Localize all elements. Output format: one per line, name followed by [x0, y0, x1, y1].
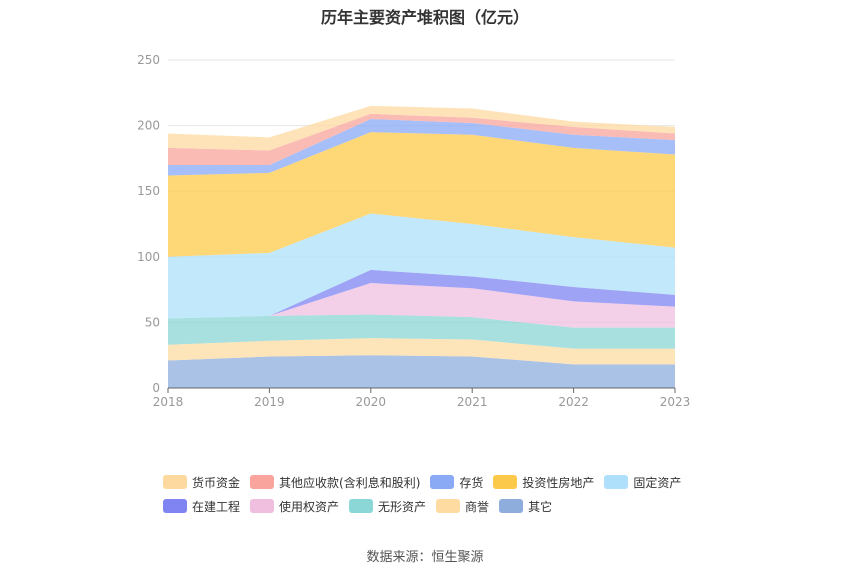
legend-item[interactable]: 无形资产 — [349, 498, 426, 515]
legend-label: 无形资产 — [378, 499, 427, 514]
legend-swatch — [163, 499, 187, 513]
area-series-1 — [168, 355, 675, 388]
area-series-4 — [168, 283, 675, 328]
legend-item[interactable]: 固定资产 — [604, 474, 681, 491]
area-series-9 — [168, 113, 675, 165]
legend-item[interactable]: 投资性房地产 — [493, 474, 594, 491]
legend-swatch — [499, 499, 524, 513]
chart-title: 历年主要资产堆积图（亿元） — [320, 8, 529, 27]
area-series-3 — [168, 314, 675, 349]
area-series-10 — [168, 105, 675, 151]
legend-swatch — [250, 475, 275, 489]
legend-swatch — [493, 475, 518, 489]
legend-item[interactable]: 货币资金 — [163, 474, 240, 491]
legend-item[interactable]: 其他应收款(含利息和股利) — [250, 474, 420, 491]
y-tick-label: 200 — [137, 119, 160, 133]
legend-item[interactable]: 存货 — [430, 474, 483, 491]
legend-row: 货币资金 其他应收款(含利息和股利) 存货 投资性房地产 固定资产 — [163, 470, 703, 494]
legend-item[interactable]: 使用权资产 — [250, 498, 339, 515]
x-tick-label: 2022 — [558, 395, 589, 409]
data-source-note: 数据来源：恒生聚源 — [366, 550, 484, 565]
area-series-6 — [168, 213, 675, 319]
legend-label: 使用权资产 — [279, 499, 340, 514]
legend-swatch — [349, 499, 374, 513]
legend-swatch — [250, 499, 275, 513]
y-tick-label: 100 — [137, 250, 160, 264]
legend-label: 其它 — [528, 499, 553, 514]
area-series-2 — [168, 338, 675, 365]
legend-row: 在建工程 使用权资产 无形资产 商誉 其它 — [163, 494, 703, 518]
legend-label: 货币资金 — [192, 475, 241, 490]
area-series — [168, 105, 675, 388]
legend-label: 商誉 — [465, 499, 490, 514]
legend-label: 固定资产 — [633, 475, 682, 490]
legend-swatch — [163, 475, 187, 489]
legend-item[interactable]: 其它 — [499, 498, 552, 515]
x-tick-label: 2020 — [356, 395, 387, 409]
legend-swatch — [430, 475, 455, 489]
x-tick-label: 2021 — [457, 395, 488, 409]
axes: 0 50 100 150 200 250 2018 2019 2020 2021 2022 2023 — [137, 53, 690, 409]
area-series-8 — [168, 119, 675, 176]
x-tick-label: 2023 — [660, 395, 691, 409]
legend-swatch — [604, 475, 629, 489]
y-tick-label: 0 — [152, 381, 160, 395]
x-tick-label: 2018 — [153, 395, 184, 409]
chart-legend: 货币资金 其他应收款(含利息和股利) 存货 投资性房地产 固定资产在建工程 使用权资产 无形… — [163, 470, 703, 518]
y-tick-label: 250 — [137, 53, 160, 67]
y-tick-label: 50 — [145, 315, 160, 329]
legend-item[interactable]: 商誉 — [436, 498, 489, 515]
area-series-7 — [168, 132, 675, 257]
y-tick-label: 150 — [137, 184, 160, 198]
x-tick-label: 2019 — [254, 395, 285, 409]
legend-swatch — [436, 499, 461, 513]
area-series-5 — [168, 269, 675, 319]
legend-item[interactable]: 在建工程 — [163, 498, 240, 515]
legend-label: 投资性房地产 — [522, 475, 595, 490]
legend-label: 其他应收款(含利息和股利) — [279, 475, 421, 490]
legend-label: 在建工程 — [192, 499, 241, 514]
legend-label: 存货 — [459, 475, 484, 490]
